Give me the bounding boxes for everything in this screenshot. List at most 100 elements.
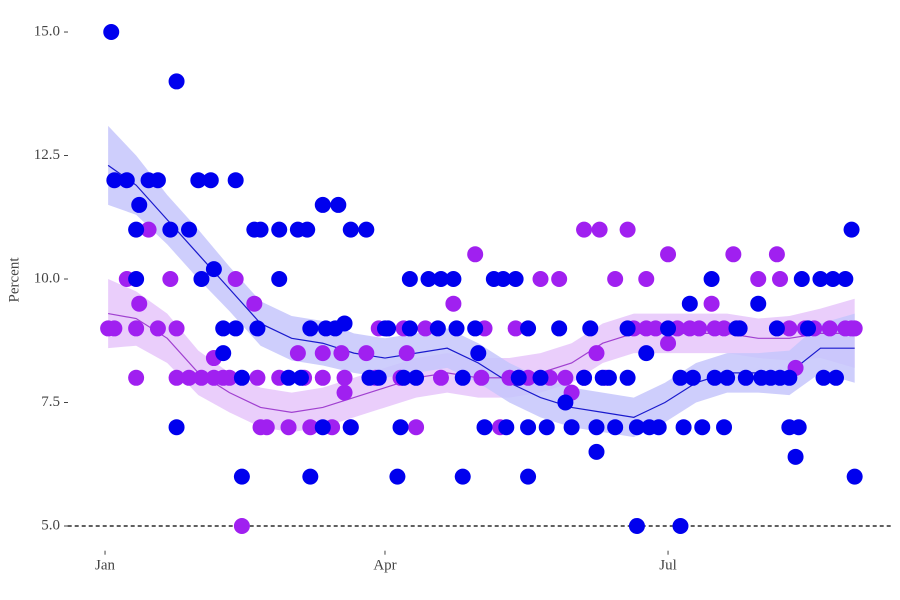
data-point [227, 320, 244, 337]
data-point [271, 271, 288, 288]
data-point [824, 271, 841, 288]
data-point [358, 345, 375, 362]
data-point [731, 320, 748, 337]
data-point [380, 320, 397, 337]
data-point [271, 221, 288, 238]
data-point [750, 295, 767, 312]
data-point [781, 320, 798, 337]
data-point [302, 468, 319, 485]
data-point [429, 320, 446, 337]
data-point [233, 369, 250, 386]
data-point [787, 448, 804, 465]
data-point [162, 221, 179, 238]
data-point [342, 419, 359, 436]
y-tick-label: 5.0 [41, 517, 60, 533]
data-point [131, 196, 148, 213]
data-point [432, 369, 449, 386]
data-point [520, 320, 537, 337]
data-point [140, 221, 157, 238]
data-point [703, 271, 720, 288]
data-point [467, 320, 484, 337]
data-point [591, 221, 608, 238]
data-point [246, 295, 263, 312]
data-point [520, 468, 537, 485]
data-point [193, 369, 210, 386]
data-point [162, 271, 179, 288]
data-point [202, 172, 219, 189]
data-point [336, 384, 353, 401]
x-tick-label: Apr [373, 557, 396, 573]
data-point [392, 419, 409, 436]
data-point [846, 468, 863, 485]
data-point [314, 196, 331, 213]
data-point [131, 295, 148, 312]
data-point [588, 443, 605, 460]
data-point [336, 369, 353, 386]
data-point [454, 369, 471, 386]
data-point [681, 295, 698, 312]
data-point [314, 345, 331, 362]
data-point [128, 320, 145, 337]
data-point [660, 335, 677, 352]
data-point [106, 172, 123, 189]
data-point [292, 369, 309, 386]
data-point [843, 221, 860, 238]
data-point [772, 271, 789, 288]
data-point [510, 369, 527, 386]
data-point [168, 419, 185, 436]
data-point [168, 73, 185, 90]
data-point [812, 271, 829, 288]
data-point [302, 419, 319, 436]
data-point [445, 271, 462, 288]
data-point [800, 320, 817, 337]
data-point [691, 320, 708, 337]
data-point [672, 369, 689, 386]
data-point [476, 419, 493, 436]
data-point [750, 271, 767, 288]
data-point [582, 320, 599, 337]
data-point [588, 345, 605, 362]
data-point [215, 345, 232, 362]
data-point [420, 271, 437, 288]
data-point [706, 369, 723, 386]
confidence-band [108, 279, 855, 433]
data-point [600, 369, 617, 386]
data-point [507, 320, 524, 337]
data-point [249, 320, 266, 337]
y-tick-label: 10.0 [34, 270, 60, 286]
data-point [821, 320, 838, 337]
data-point [233, 468, 250, 485]
data-point [619, 369, 636, 386]
data-point [619, 320, 636, 337]
data-point [638, 271, 655, 288]
data-point [737, 369, 754, 386]
data-point [467, 246, 484, 263]
data-point [168, 320, 185, 337]
data-point [227, 271, 244, 288]
data-point [258, 419, 275, 436]
data-point [168, 369, 185, 386]
x-tick-label: Jul [659, 557, 677, 573]
data-point [149, 172, 166, 189]
data-point [128, 369, 145, 386]
data-point [181, 369, 198, 386]
data-point [299, 221, 316, 238]
data-point [694, 419, 711, 436]
data-point [370, 369, 387, 386]
data-point [401, 320, 418, 337]
data-point [576, 221, 593, 238]
data-point [280, 369, 297, 386]
data-point [846, 320, 863, 337]
data-point [638, 345, 655, 362]
data-point [498, 419, 515, 436]
data-point [768, 246, 785, 263]
data-point [473, 369, 490, 386]
data-point [289, 345, 306, 362]
data-point [330, 196, 347, 213]
data-point [716, 320, 733, 337]
data-point [672, 518, 689, 535]
data-point [660, 246, 677, 263]
data-point [619, 221, 636, 238]
